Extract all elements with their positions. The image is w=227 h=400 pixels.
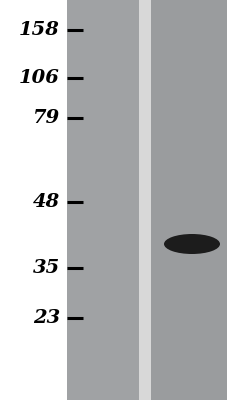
Bar xyxy=(67,0,138,400)
Bar xyxy=(138,0,150,400)
Text: 158: 158 xyxy=(19,21,60,39)
Text: 23: 23 xyxy=(33,309,60,327)
Text: 79: 79 xyxy=(33,109,60,127)
Text: 35: 35 xyxy=(33,259,60,277)
Text: 106: 106 xyxy=(19,69,60,87)
Ellipse shape xyxy=(163,234,219,254)
Text: 48: 48 xyxy=(33,193,60,211)
Bar xyxy=(150,0,227,400)
